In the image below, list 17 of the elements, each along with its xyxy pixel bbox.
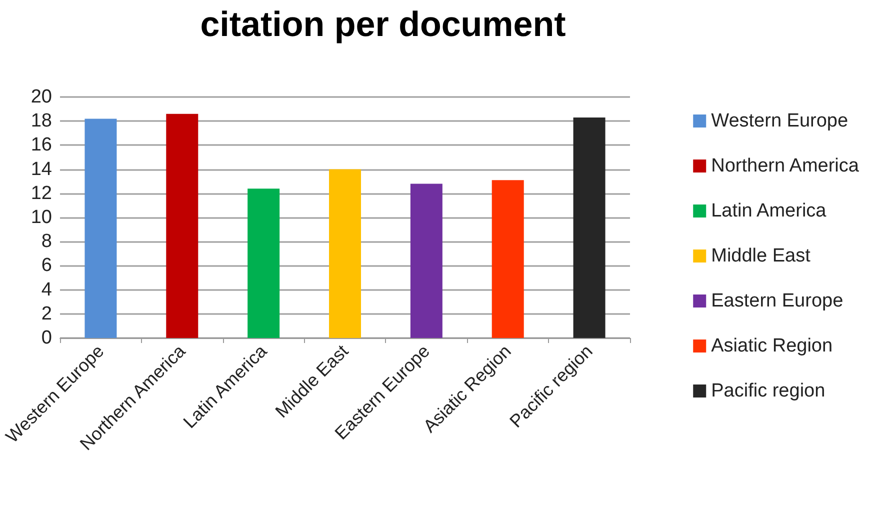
y-tick-label: 2	[41, 303, 52, 324]
legend-label: Eastern Europe	[711, 290, 844, 312]
y-tick-label: 6	[41, 255, 52, 276]
y-tick-label: 18	[30, 110, 52, 132]
y-tick-label: 14	[30, 158, 52, 180]
chart-title: citation per document	[200, 5, 566, 44]
y-tick-label: 4	[41, 279, 52, 300]
legend-label: Middle East	[711, 246, 812, 266]
legend-label: Western Europe	[711, 110, 848, 132]
y-tick-label: 10	[30, 207, 52, 228]
y-tick-label: 0	[41, 328, 52, 348]
legend-label: Northern America	[711, 156, 860, 176]
legend-label: Latin America	[711, 200, 827, 222]
y-tick-label: 20	[30, 86, 52, 108]
y-tick-label: 8	[41, 231, 52, 252]
y-tick-label: 16	[30, 134, 52, 156]
y-tick-label: 12	[30, 182, 52, 204]
